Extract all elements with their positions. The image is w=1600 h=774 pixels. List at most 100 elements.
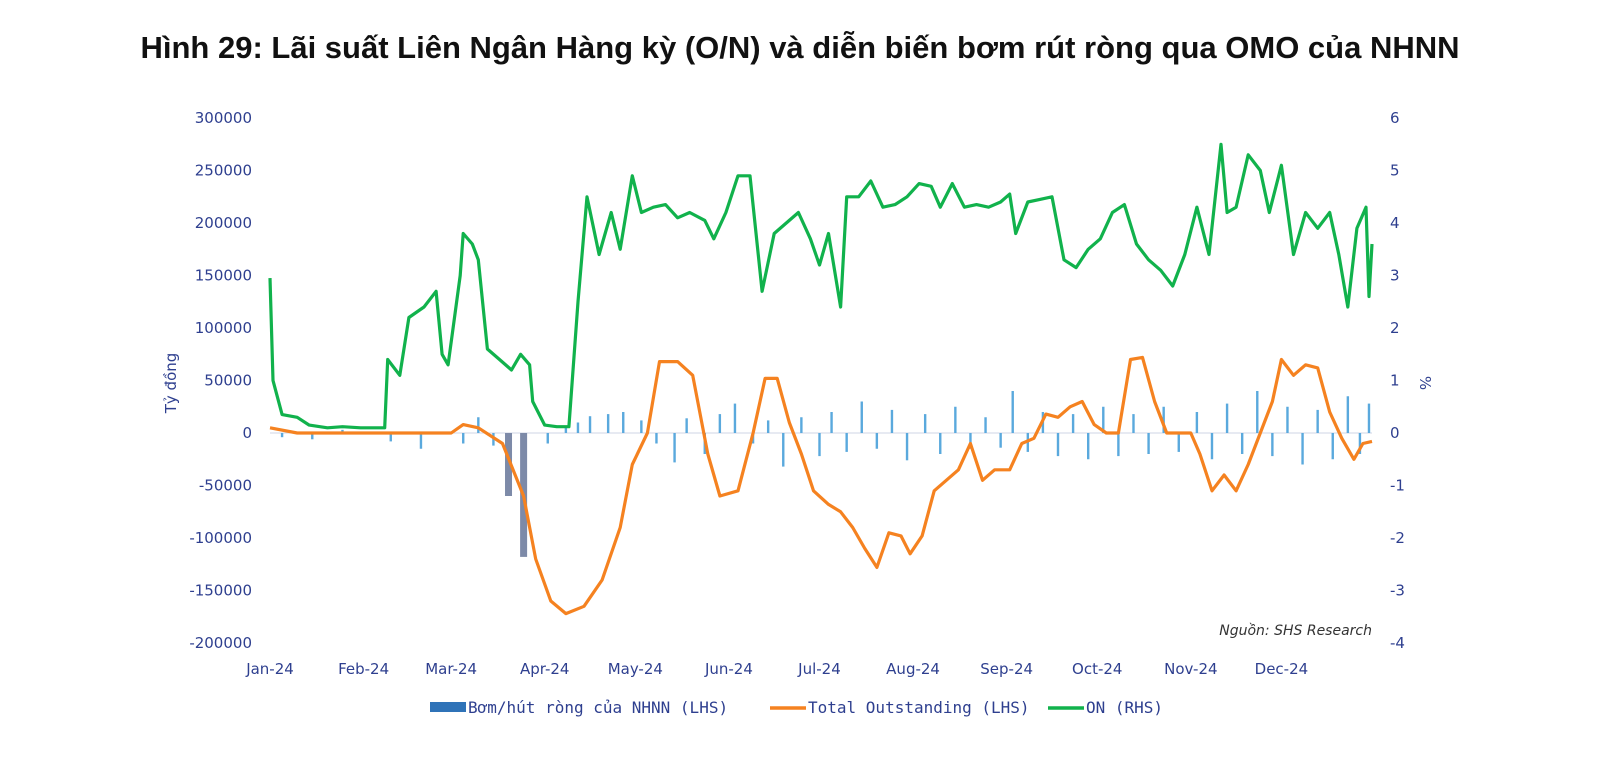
net-injection-bar <box>905 433 909 461</box>
net-injection-bar <box>673 433 676 463</box>
y-right-tick-label: -4 <box>1390 634 1405 652</box>
net-injection-bar <box>685 418 688 433</box>
net-injection-bar <box>1225 403 1229 433</box>
net-injection-bar <box>1132 414 1135 433</box>
y-left-tick-label: -200000 <box>189 634 252 652</box>
net-injection-bar <box>655 433 658 444</box>
net-injection-bar <box>419 433 423 449</box>
net-injection-bar <box>818 433 821 457</box>
x-tick-label: Mar-24 <box>425 660 477 678</box>
net-injection-bar <box>606 414 610 433</box>
net-injection-bar <box>546 433 549 444</box>
net-injection-bar <box>1240 433 1244 454</box>
bars-group <box>280 391 1371 557</box>
y-left-tick-label: 150000 <box>195 267 252 285</box>
net-injection-bar <box>890 409 894 433</box>
net-injection-bar <box>1162 406 1165 433</box>
net-injection-bar <box>1256 391 1259 433</box>
net-injection-bar <box>1358 433 1362 454</box>
y-right-tick-label: 3 <box>1390 267 1400 285</box>
net-injection-bar <box>1301 433 1304 465</box>
net-injection-bar <box>1086 433 1090 460</box>
net-injection-bar <box>1286 406 1289 433</box>
net-injection-bar <box>505 433 513 496</box>
x-tick-label: Sep-24 <box>980 660 1033 678</box>
net-injection-bar <box>1210 433 1214 460</box>
total-outstanding-line <box>269 355 1373 616</box>
y-left-tick-label: 200000 <box>195 214 252 232</box>
net-injection-bar <box>462 433 465 444</box>
net-injection-bar <box>1102 406 1105 433</box>
legend-label: ON (RHS) <box>1086 698 1163 717</box>
net-injection-bar <box>984 417 987 433</box>
net-injection-bar <box>800 417 803 433</box>
y-right-tick-label: 2 <box>1390 319 1400 337</box>
y-axis-left-title: Tỷ đồng <box>162 353 180 415</box>
legend: Bơm/hút ròng của NHNN (LHS) Total Outstan… <box>430 698 1163 717</box>
y-left-tick-label: 100000 <box>195 319 252 337</box>
x-tick-label: Dec-24 <box>1255 660 1309 678</box>
net-injection-bar <box>1011 391 1014 433</box>
net-injection-bar <box>1177 433 1180 452</box>
net-injection-bar <box>1316 409 1319 433</box>
y-right-tick-label: -2 <box>1390 529 1405 547</box>
net-injection-bar <box>588 416 592 433</box>
net-injection-bar <box>845 433 848 452</box>
net-injection-bar <box>576 422 580 433</box>
x-tick-label: Jan-24 <box>245 660 294 678</box>
net-injection-bar <box>999 433 1002 448</box>
y-left-tick-label: -150000 <box>189 582 252 600</box>
net-injection-bar <box>923 414 927 433</box>
net-injection-bar <box>939 433 942 454</box>
net-injection-bar <box>1056 433 1060 457</box>
legend-swatch-bar <box>430 702 466 712</box>
net-injection-bar <box>954 406 957 433</box>
x-tick-label: Jun-24 <box>704 660 753 678</box>
net-injection-bar <box>311 433 314 440</box>
right-axis-ticks: 6 5 4 3 2 1 0 -1 -2 -3 -4 <box>1390 109 1405 652</box>
net-injection-bar <box>640 420 643 433</box>
y-left-tick-label: -100000 <box>189 529 252 547</box>
y-left-tick-label: 50000 <box>204 372 252 390</box>
y-right-tick-label: 5 <box>1390 162 1400 180</box>
y-right-tick-label: -3 <box>1390 582 1405 600</box>
source-note: Nguồn: SHS Research <box>1219 622 1372 639</box>
y-left-tick-label: 300000 <box>195 109 252 127</box>
on-rate-line <box>268 142 1374 430</box>
y-left-tick-label: 250000 <box>195 162 252 180</box>
net-injection-bar <box>1367 403 1371 433</box>
net-injection-bar <box>1346 396 1350 433</box>
net-injection-bar <box>875 433 879 449</box>
lines-group <box>268 142 1374 616</box>
y-right-tick-label: 6 <box>1390 109 1400 127</box>
net-injection-bar <box>860 401 863 433</box>
y-right-tick-label: 1 <box>1390 372 1400 390</box>
net-injection-bar <box>1271 433 1274 457</box>
net-injection-bar <box>830 412 833 433</box>
left-axis-ticks: 300000 250000 200000 150000 100000 50000 0 -500… <box>189 109 252 652</box>
net-injection-bar <box>766 420 770 433</box>
x-tick-label: Nov-24 <box>1164 660 1217 678</box>
y-left-tick-label: -50000 <box>199 477 252 495</box>
x-tick-label: Aug-24 <box>886 660 940 678</box>
net-injection-bar <box>1195 412 1199 433</box>
y-right-tick-label: 4 <box>1390 214 1400 232</box>
net-injection-bar <box>1071 414 1075 433</box>
net-injection-bar <box>782 433 785 467</box>
x-tick-label: Jul-24 <box>797 660 841 678</box>
net-injection-bar <box>622 412 625 433</box>
net-injection-bar <box>389 433 392 442</box>
net-injection-bar <box>733 403 737 433</box>
net-injection-bar <box>1117 433 1120 457</box>
net-injection-bar <box>969 433 972 449</box>
chart-title: Hình 29: Lãi suất Liên Ngân Hàng kỳ (O/N… <box>140 30 1460 65</box>
net-injection-bar <box>280 433 284 438</box>
y-right-tick-label: -1 <box>1390 477 1405 495</box>
net-injection-bar <box>718 414 722 433</box>
net-injection-bar <box>1147 433 1150 454</box>
y-right-tick-label: 0 <box>1390 424 1400 442</box>
x-tick-label: May-24 <box>608 660 663 678</box>
legend-label: Total Outstanding (LHS) <box>808 698 1030 717</box>
legend-label: Bơm/hút ròng của NHNN (LHS) <box>468 698 728 717</box>
